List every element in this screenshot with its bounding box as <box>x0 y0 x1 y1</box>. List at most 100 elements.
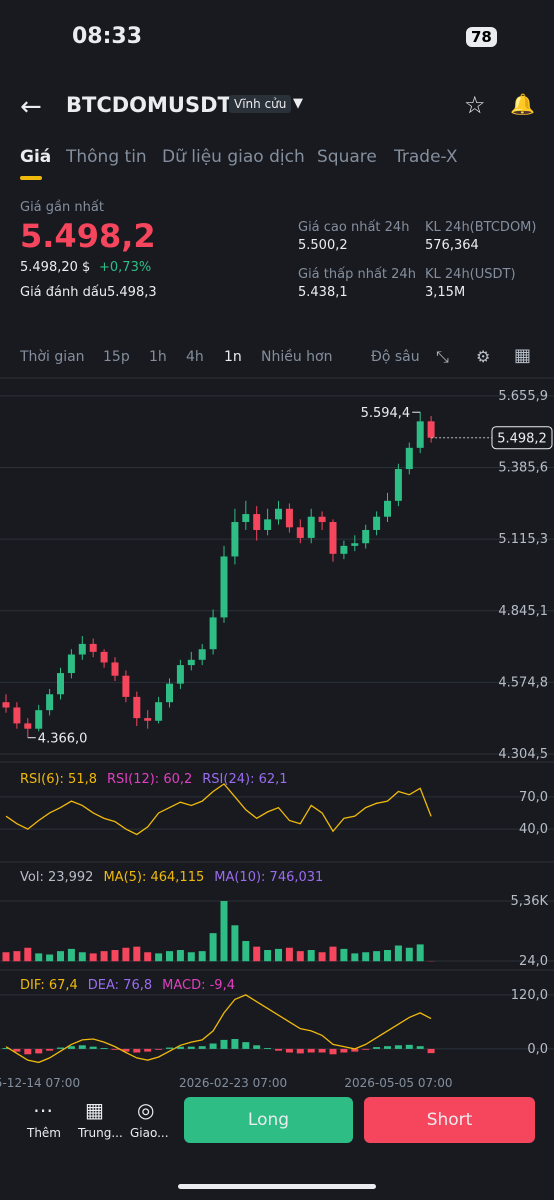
symbol[interactable]: BTCDOMUSDT <box>66 93 232 117</box>
interval[interactable]: 1h <box>149 349 167 365</box>
macd-bar <box>133 1048 141 1053</box>
candle-body <box>176 665 184 684</box>
change: +0,73% <box>99 260 152 275</box>
candle-body <box>307 516 315 538</box>
macd-bar <box>351 1048 359 1052</box>
candle-body <box>187 659 195 666</box>
legend: Vol: 23,992 <box>20 870 93 885</box>
candle-body <box>318 516 326 523</box>
candle-body <box>416 421 424 448</box>
candle-body <box>24 723 32 729</box>
volume-bar <box>57 951 64 962</box>
legend: RSI(6): 51,8 <box>20 772 97 787</box>
price-usd: 5.498,20 $ <box>20 260 91 275</box>
macd-bar <box>187 1046 195 1049</box>
dropdown[interactable]: ▼ <box>293 96 303 111</box>
candle-body <box>67 654 75 674</box>
volume-bar <box>405 947 413 962</box>
tab[interactable]: Square <box>317 147 377 167</box>
candle-body <box>155 702 163 721</box>
volume-bar <box>416 944 424 962</box>
candle-body <box>122 675 130 697</box>
interval[interactable]: 1n <box>224 349 242 365</box>
interval[interactable]: Nhiều hơn <box>261 349 333 365</box>
candle-body <box>35 710 43 729</box>
tab[interactable]: Trade-X <box>394 147 458 167</box>
volume-bar <box>78 952 86 962</box>
macd-bar <box>231 1039 239 1049</box>
interval[interactable]: Độ sâu <box>371 349 420 365</box>
macd-bar <box>394 1045 402 1049</box>
macd-bar <box>242 1042 250 1049</box>
volume-bar <box>264 950 272 962</box>
stat-label: Giá cao nhất 24h <box>298 220 410 235</box>
macd-bar <box>78 1045 86 1049</box>
candle-body <box>253 514 261 530</box>
y-tick-label: 40,0 <box>519 822 548 837</box>
interval[interactable]: 15p <box>103 349 130 365</box>
tab[interactable]: Thông tin <box>66 147 147 167</box>
macd-bar <box>329 1048 337 1055</box>
macd-bar <box>24 1048 32 1055</box>
macd-bar <box>35 1048 43 1054</box>
y-tick-label: 120,0 <box>511 988 548 1003</box>
volume-bar <box>242 941 250 962</box>
interval[interactable]: Thời gian <box>20 349 85 365</box>
tab-indicator <box>20 176 42 180</box>
volume-bar <box>122 947 130 962</box>
bell[interactable]: 🔔 <box>510 92 535 116</box>
interval[interactable]: 4h <box>186 349 204 365</box>
y-tick-label: 24,0 <box>519 954 548 969</box>
tab[interactable]: Giá <box>20 147 52 167</box>
volume-bar <box>2 952 10 962</box>
candle-body <box>275 508 282 520</box>
bottom-item[interactable]: Giao... <box>130 1126 169 1140</box>
macd-bar <box>144 1048 152 1052</box>
macd-bar <box>405 1044 413 1049</box>
back[interactable]: ← <box>20 92 42 122</box>
volume-bar <box>285 947 293 962</box>
candle-body <box>329 522 337 554</box>
candle-body <box>394 469 402 501</box>
battery: 78 <box>466 27 497 47</box>
macd-bar <box>100 1048 108 1049</box>
tab[interactable]: Dữ liệu giao dịch <box>162 147 305 167</box>
candle-body <box>111 662 119 676</box>
macd-bar <box>111 1048 119 1050</box>
star[interactable]: ☆ <box>464 91 486 119</box>
long-button[interactable]: Long <box>184 1097 353 1143</box>
bottom-icon[interactable]: ◎ <box>137 1098 155 1122</box>
candle-body <box>405 447 413 470</box>
legend: DEA: 76,8 <box>88 978 152 993</box>
candle-body <box>220 556 228 618</box>
macd-bar <box>155 1048 163 1050</box>
candle-body <box>264 519 272 530</box>
icon[interactable]: ⤡ <box>436 347 449 366</box>
macd-bar <box>176 1046 184 1049</box>
legend: RSI(24): 62,1 <box>202 772 287 787</box>
volume-bar <box>307 950 315 962</box>
volume-bar <box>166 951 173 962</box>
candle-body <box>13 707 21 724</box>
home-indicator <box>178 1184 376 1189</box>
x-tick-label: 2026-02-23 07:00 <box>179 1076 287 1090</box>
macd-bar <box>166 1047 173 1049</box>
macd-bar <box>384 1046 391 1049</box>
candle-body <box>296 527 304 538</box>
volume-bar <box>362 952 370 962</box>
macd-bar <box>264 1048 272 1049</box>
bottom-item[interactable]: Trung... <box>78 1126 123 1140</box>
short-button[interactable]: Short <box>364 1097 535 1143</box>
y-tick-label: 5.385,6 <box>498 461 548 476</box>
legend: MACD: -9,4 <box>162 978 235 993</box>
icon[interactable]: ▦ <box>514 345 532 366</box>
macd-bar <box>2 1048 10 1049</box>
candle-body <box>144 718 152 721</box>
macd-bar <box>122 1048 130 1052</box>
bottom-icon[interactable]: ⋯ <box>33 1098 53 1122</box>
y-tick-label: 4.574,8 <box>498 675 548 690</box>
bottom-icon[interactable]: ▦ <box>85 1098 104 1122</box>
bottom-item[interactable]: Thêm <box>26 1126 61 1140</box>
icon[interactable]: ⚙ <box>476 347 491 366</box>
volume-bar <box>13 951 21 962</box>
